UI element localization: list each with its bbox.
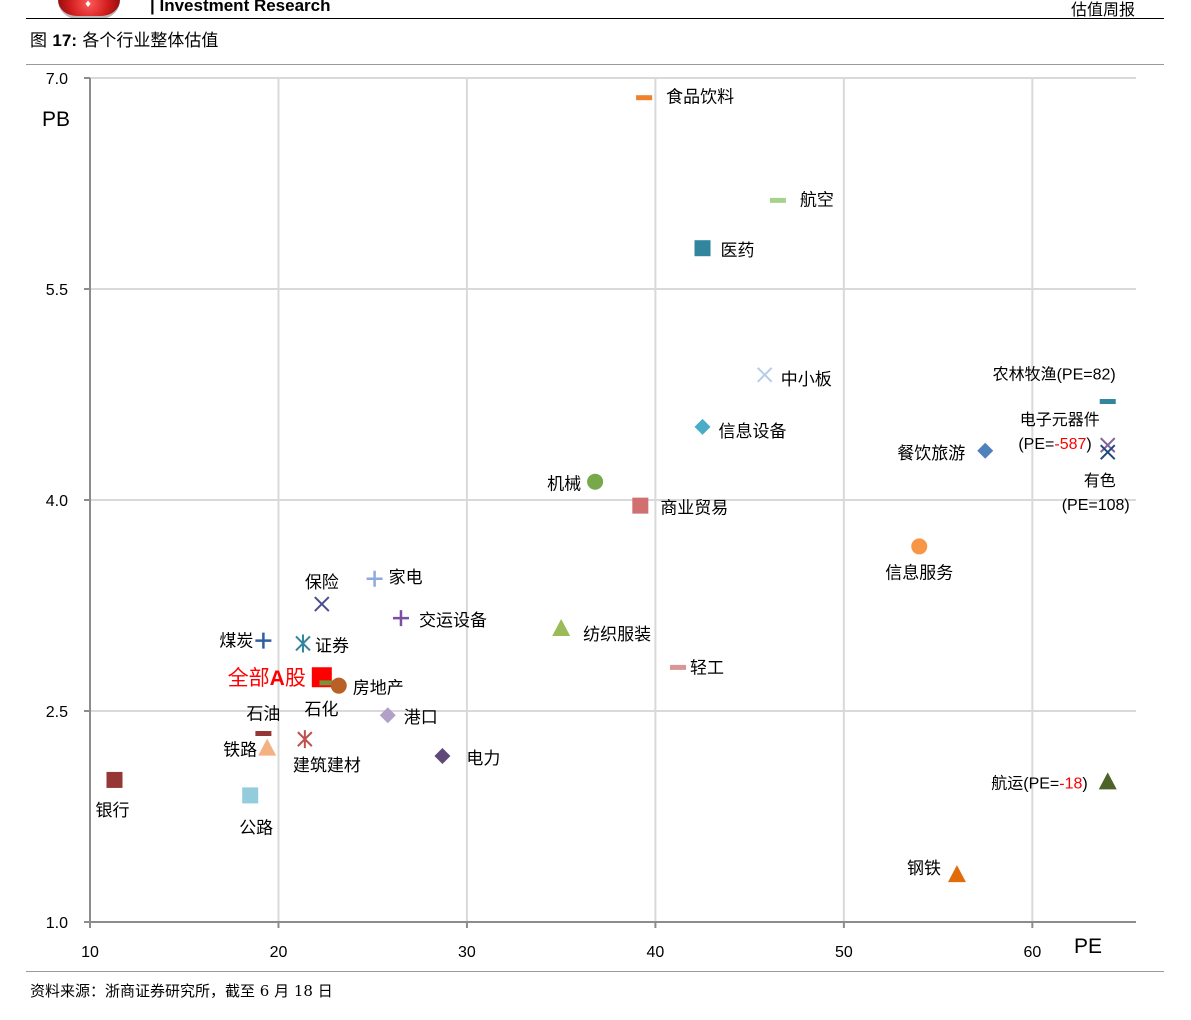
point-中小板: [757, 367, 773, 383]
point-航空: [769, 197, 786, 203]
label-石油: 石油: [246, 705, 280, 725]
point-保险: [314, 596, 330, 612]
point-交运设备: [392, 610, 409, 627]
point-铁路: [258, 738, 277, 756]
label-保险: 保险: [305, 573, 339, 593]
chart-axes: [84, 77, 1136, 928]
point-农林牧渔(PE=82): [1099, 399, 1116, 405]
label-公路: 公路: [239, 818, 273, 838]
label-机械: 机械: [547, 475, 581, 495]
label-食品饮料: 食品饮料: [666, 88, 734, 108]
company-logo: ♦: [58, 0, 120, 19]
logo-mark-icon: ♦: [84, 0, 93, 10]
point-电子元器件(PE=-587): [1100, 437, 1116, 453]
point-机械: [587, 473, 604, 490]
point-有色(PE=108): [1100, 444, 1116, 460]
figure-title: 图 17: 各个行业整体估值: [30, 26, 218, 51]
label-餐饮旅游: 餐饮旅游: [897, 444, 965, 464]
point-信息服务: [911, 538, 928, 555]
x-tick-label: 30: [458, 944, 476, 961]
point-煤炭: [255, 632, 272, 649]
label-有色(PE=108): 有色: [1084, 471, 1116, 490]
label-电力: 电力: [466, 749, 500, 769]
label-纺织服装: 纺织服装: [583, 625, 651, 645]
figure-number: 17:: [52, 31, 77, 50]
figure-bottom-rule: [26, 971, 1164, 972]
point-房地产: [330, 677, 347, 694]
label-电子元器件(PE=-587): 电子元器件: [1020, 410, 1100, 429]
point-钢铁: [947, 865, 966, 883]
x-tick-label: 60: [1023, 944, 1041, 961]
point-证券: [295, 634, 311, 653]
header-brand-text: | Investment Research: [150, 0, 331, 15]
figure-top-rule: [26, 64, 1164, 65]
label-煤炭: 煤炭: [219, 632, 253, 652]
label-航空: 航空: [800, 190, 834, 210]
header-report-type: 估值周报: [1070, 0, 1135, 19]
y-axis-label: PB: [42, 108, 70, 131]
point-餐饮旅游: [977, 442, 994, 459]
chart-points: [106, 95, 1117, 883]
point-航运(PE=-18): [1098, 772, 1117, 790]
point-电力: [434, 748, 451, 765]
point-轻工: [670, 664, 687, 670]
label-证券: 证券: [315, 636, 349, 656]
label-石化: 石化: [304, 700, 338, 720]
chart-tick-labels: 1.0 2.5 4.0 5.5 7.0 10 20 30 40 50 60: [46, 71, 1042, 961]
x-tick-label: 50: [835, 944, 853, 961]
x-tick-label: 10: [81, 944, 99, 961]
point-商业贸易: [632, 497, 649, 514]
x-tick-label: 40: [647, 944, 665, 961]
figure-prefix: 图: [30, 31, 47, 51]
label-有色(PE=108): (PE=108): [1062, 497, 1130, 514]
label-银行: 银行: [96, 801, 130, 821]
label-房地产: 房地产: [353, 679, 404, 699]
label-农林牧渔(PE=82): 农林牧渔(PE=82): [993, 365, 1116, 384]
point-医药: [694, 240, 711, 257]
label-信息设备: 信息设备: [719, 422, 787, 442]
label-电子元器件(PE=-587): (PE=-587): [1018, 436, 1091, 453]
y-tick-label: 1.0: [46, 915, 68, 932]
point-建筑建材: [297, 730, 313, 749]
point-信息设备: [694, 418, 711, 435]
header-rule: [26, 18, 1164, 19]
point-家电: [366, 570, 383, 587]
label-港口: 港口: [404, 708, 438, 728]
label-建筑建材: 建筑建材: [293, 756, 361, 776]
label-家电: 家电: [389, 568, 423, 588]
label-钢铁: 钢铁: [907, 859, 941, 879]
y-tick-label: 5.5: [46, 282, 68, 299]
point-石油: [255, 731, 272, 737]
x-tick-label: 20: [270, 944, 288, 961]
y-tick-label: 7.0: [46, 71, 68, 88]
y-tick-label: 4.0: [46, 493, 68, 510]
label-信息服务: 信息服务: [885, 563, 953, 583]
point-港口: [379, 707, 396, 724]
label-铁路: 铁路: [223, 741, 257, 761]
x-axis-label: PE: [1074, 935, 1102, 958]
label-航运(PE=-18): 航运(PE=-18): [991, 773, 1087, 792]
point-食品饮料: [636, 95, 653, 101]
label-轻工: 轻工: [690, 658, 724, 678]
label-医药: 医药: [721, 241, 755, 261]
y-tick-label: 2.5: [46, 704, 68, 721]
point-银行: [106, 771, 123, 788]
label-全部A股: 全部A股: [228, 666, 306, 690]
chart-grid: [90, 77, 1136, 922]
label-中小板: 中小板: [781, 370, 832, 390]
label-商业贸易: 商业贸易: [660, 499, 728, 519]
point-公路: [242, 787, 259, 804]
point-石化: [319, 680, 336, 686]
label-交运设备: 交运设备: [419, 611, 487, 631]
source-note: 资料来源：浙商证券研究所，截至 6 月 18 日: [30, 982, 333, 1000]
figure-caption: 各个行业整体估值: [82, 31, 219, 51]
point-纺织服装: [552, 619, 571, 637]
